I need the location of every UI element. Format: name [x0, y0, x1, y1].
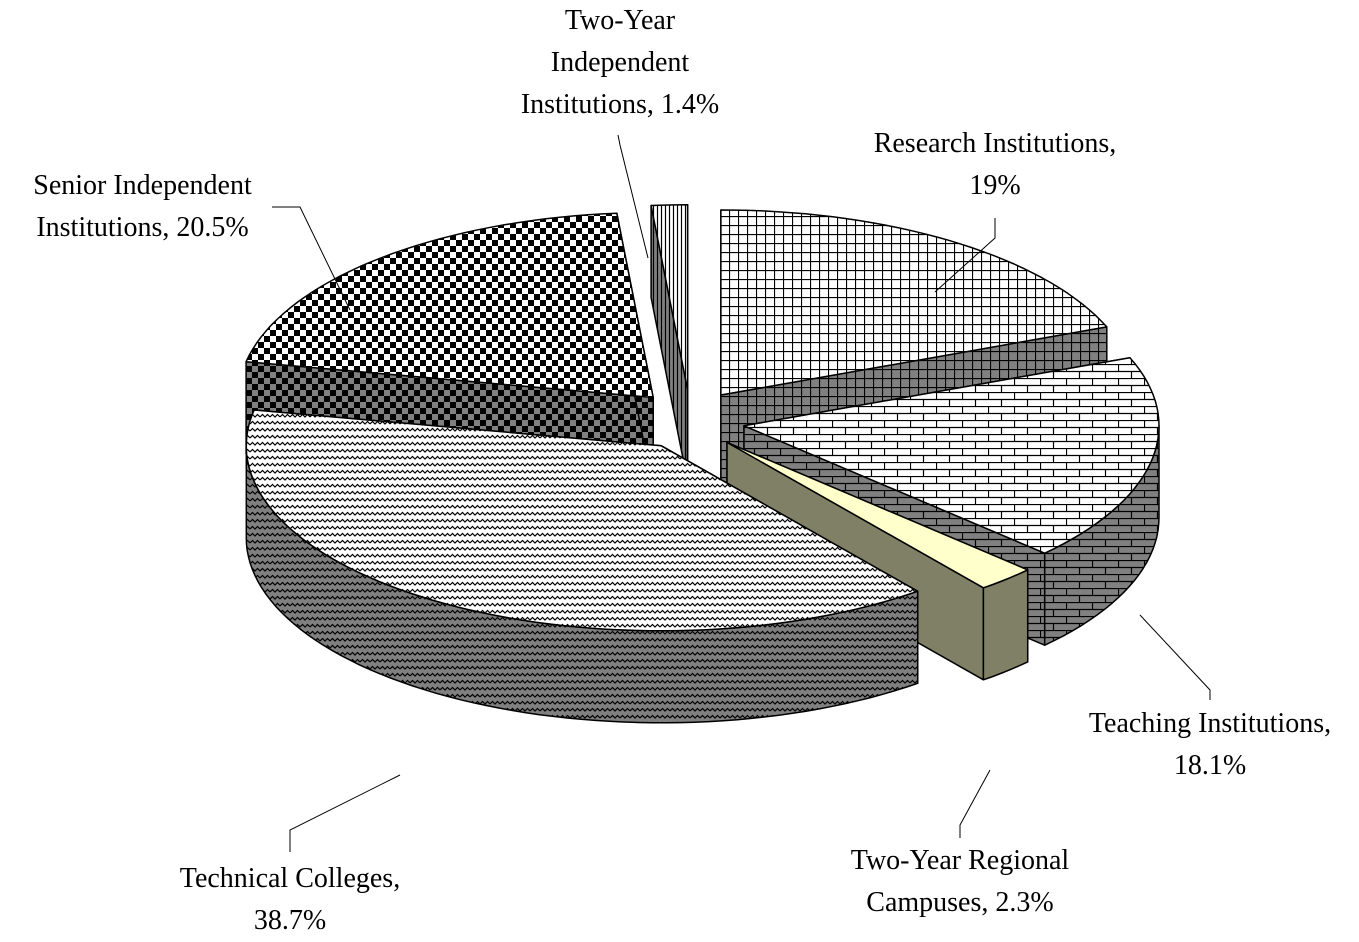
- slice-top: [720, 209, 1108, 396]
- leader-line: [1139, 614, 1211, 700]
- leader-line: [289, 774, 401, 852]
- leader-line: [934, 218, 996, 293]
- slice-label: Research Institutions, 19%: [873, 128, 1117, 201]
- slice-label: Teaching Institutions, 18.1%: [1088, 708, 1332, 781]
- slice-top: [245, 409, 919, 632]
- slice-top: [245, 212, 654, 399]
- slice-label: Senior Independent Institutions, 20.5%: [33, 170, 252, 243]
- pie-slice: [650, 204, 689, 483]
- slice-top: [743, 356, 1160, 554]
- slice-label: Two-Year Regional Campuses, 2.3%: [850, 845, 1070, 918]
- slice-top: [650, 204, 689, 391]
- leader-line: [272, 206, 351, 311]
- slice-label: Two-Year Independent Institutions, 1.4%: [520, 5, 720, 120]
- slice-label: Technical Colleges, 38.7%: [179, 863, 401, 936]
- leader-line: [959, 769, 991, 838]
- pie-slice: [245, 409, 919, 724]
- slice-side: [982, 569, 1029, 681]
- leader-line: [617, 134, 649, 259]
- slice-top: [726, 441, 1029, 589]
